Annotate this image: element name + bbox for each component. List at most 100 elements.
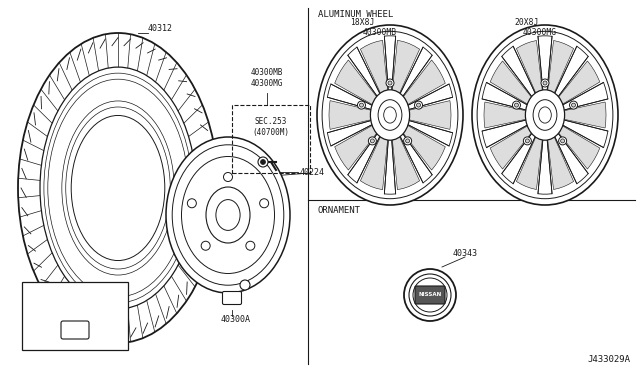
Circle shape [188,199,196,208]
Polygon shape [403,84,452,111]
Text: 40300AA: 40300AA [58,302,92,311]
FancyBboxPatch shape [415,286,445,304]
Circle shape [513,101,520,109]
Polygon shape [397,47,432,102]
Text: ADHESIVE TYPE: ADHESIVE TYPE [44,288,107,296]
Polygon shape [401,60,445,107]
Polygon shape [360,40,388,98]
Polygon shape [516,41,543,97]
Circle shape [543,81,547,85]
Circle shape [415,101,422,109]
Circle shape [369,137,376,145]
Text: 40343: 40343 [452,248,477,257]
Ellipse shape [539,107,551,123]
Text: ORNAMENT: ORNAMENT [318,205,361,215]
Polygon shape [538,133,552,194]
Text: 40300MB
40300MG: 40300MB 40300MG [251,68,283,88]
Polygon shape [552,46,588,102]
Polygon shape [560,102,606,128]
Circle shape [561,139,564,143]
Polygon shape [348,129,383,183]
Polygon shape [490,61,534,106]
Ellipse shape [413,278,447,312]
Polygon shape [385,133,396,194]
Polygon shape [405,100,451,129]
Circle shape [360,103,364,107]
Circle shape [559,137,566,145]
Circle shape [417,103,420,107]
Polygon shape [552,128,588,184]
Polygon shape [484,102,530,128]
Circle shape [524,137,531,145]
Circle shape [406,139,410,143]
Polygon shape [360,132,388,190]
Polygon shape [401,124,445,170]
Polygon shape [328,84,377,111]
Ellipse shape [166,137,290,293]
Polygon shape [335,124,380,170]
Polygon shape [397,129,432,183]
Text: 18X8J: 18X8J [350,17,374,26]
Ellipse shape [525,90,564,140]
Circle shape [572,103,575,107]
Text: 40300MG: 40300MG [523,28,557,36]
Circle shape [386,79,394,87]
Ellipse shape [216,200,240,230]
Ellipse shape [172,145,284,285]
Polygon shape [328,119,377,146]
Circle shape [246,241,255,250]
Circle shape [260,160,266,164]
Circle shape [515,103,518,107]
Polygon shape [538,36,552,97]
FancyBboxPatch shape [223,292,241,305]
Polygon shape [557,119,608,148]
Text: 20X8J: 20X8J [515,17,539,26]
Ellipse shape [472,25,618,205]
Ellipse shape [71,115,165,260]
Circle shape [201,241,210,250]
Ellipse shape [404,269,456,321]
Polygon shape [502,128,538,184]
Bar [22,282,128,350]
Ellipse shape [182,157,275,273]
Polygon shape [490,124,534,169]
Ellipse shape [384,107,396,123]
Polygon shape [348,47,383,102]
Polygon shape [392,40,420,98]
Polygon shape [502,46,538,102]
Circle shape [541,79,549,87]
Ellipse shape [477,31,613,199]
Ellipse shape [40,67,196,309]
Text: NISSAN: NISSAN [419,292,442,298]
Ellipse shape [322,31,458,199]
Circle shape [240,280,250,290]
Circle shape [371,139,374,143]
Bar [232,105,310,173]
Polygon shape [482,83,532,111]
Circle shape [358,101,365,109]
Polygon shape [335,60,380,107]
Text: J433029A: J433029A [587,356,630,365]
Text: ALUMINUM WHEEL: ALUMINUM WHEEL [318,10,393,19]
Polygon shape [557,83,608,111]
Polygon shape [385,36,396,97]
Text: 40224: 40224 [300,167,325,176]
Text: 40300A: 40300A [221,315,251,324]
Polygon shape [329,100,375,129]
Text: SEC.253
(40700M): SEC.253 (40700M) [253,117,289,137]
Circle shape [223,173,232,182]
Polygon shape [403,119,452,146]
Polygon shape [482,119,532,148]
Circle shape [388,81,392,85]
Circle shape [570,101,577,109]
Circle shape [525,139,529,143]
Polygon shape [556,61,600,106]
Ellipse shape [378,100,402,130]
Text: 40300MB: 40300MB [363,28,397,36]
Circle shape [258,157,268,167]
Polygon shape [392,132,420,190]
Ellipse shape [409,274,451,316]
Ellipse shape [533,100,557,130]
Polygon shape [516,132,543,189]
Polygon shape [556,124,600,169]
